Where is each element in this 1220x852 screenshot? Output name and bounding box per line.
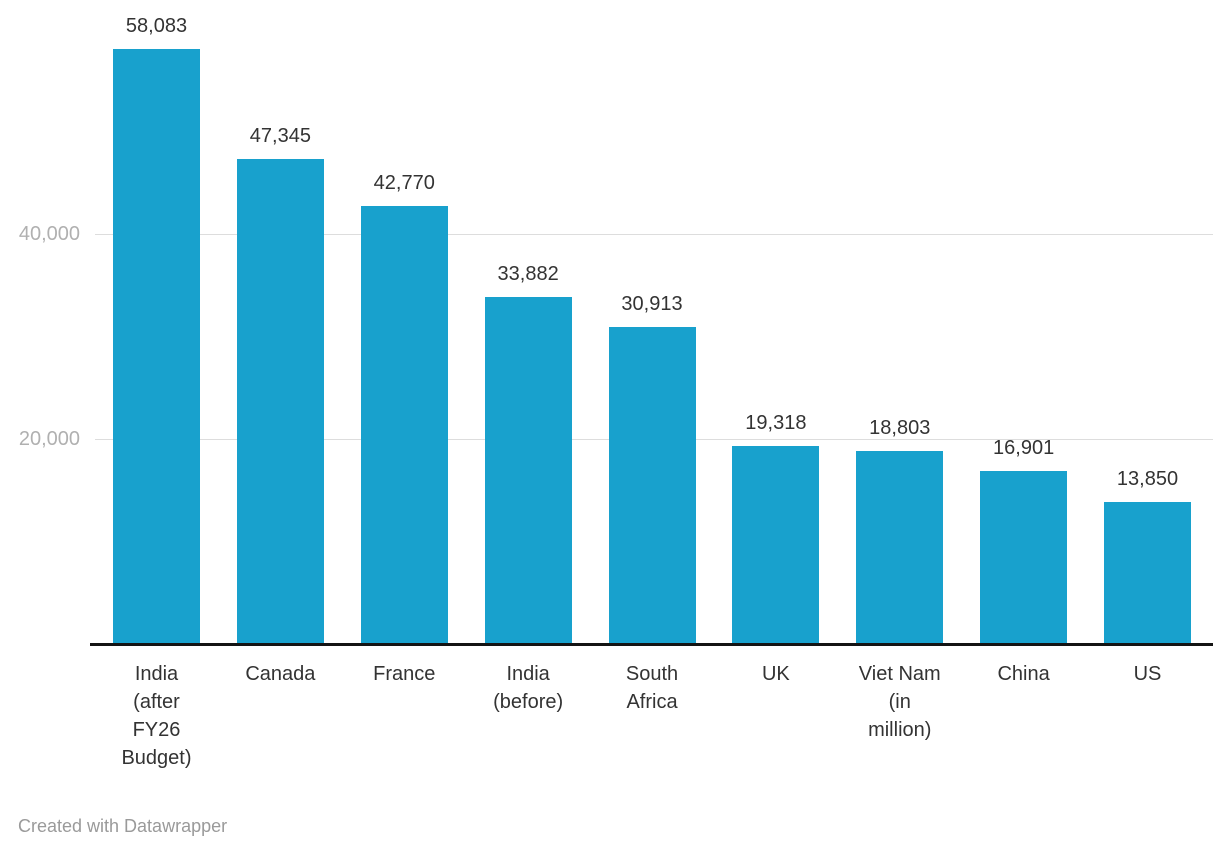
bar: [732, 445, 820, 644]
category-label-line: FY26: [132, 719, 181, 741]
x-axis-category-label: South Africa: [588, 660, 716, 716]
datawrapper-credit-link[interactable]: Created with Datawrapper: [18, 816, 228, 836]
category-label-line: Canada: [245, 663, 316, 685]
category-label-line: India: [134, 663, 179, 685]
bar: [236, 158, 324, 644]
bar-value-label: 16,901: [993, 436, 1055, 459]
bar: [980, 470, 1068, 644]
category-label-line: UK: [761, 663, 790, 685]
category-label-line: Budget): [121, 747, 192, 769]
category-label-line: (after: [133, 691, 180, 713]
x-axis-category-label: India (after FY26 Budget): [93, 660, 221, 772]
category-label-line: France: [373, 663, 436, 685]
x-axis-category-label: France: [340, 660, 468, 688]
bar: [360, 205, 448, 644]
category-label-line: Viet Nam: [858, 663, 941, 685]
bar-value-label: 47,345: [249, 124, 311, 147]
category-label-line: China: [997, 663, 1050, 685]
x-axis-category-label: UK: [712, 660, 840, 688]
y-axis-tick-label: 20,000: [18, 428, 80, 450]
x-axis-category-label: Canada: [216, 660, 344, 688]
category-label-line: South: [625, 663, 679, 685]
bar-value-label: 33,882: [497, 262, 559, 285]
bar-value-label: 13,850: [1116, 468, 1179, 491]
y-axis-tick-label: 40,000: [18, 223, 80, 245]
bar: [484, 296, 572, 644]
x-axis-category-label: India (before): [464, 660, 592, 716]
bar-value-label: 18,803: [869, 417, 931, 440]
x-axis-category-label: China: [960, 660, 1088, 688]
gridline-40000: [95, 234, 1213, 235]
bar-value-label: 19,318: [745, 411, 807, 434]
x-axis-category-label: US: [1084, 660, 1212, 688]
bar: [856, 451, 944, 644]
x-axis-category-label: Viet Nam (in million): [836, 660, 964, 744]
x-axis-baseline: [90, 643, 1213, 646]
bar: [608, 327, 696, 644]
category-label-line: India: [506, 663, 550, 685]
category-label-line: (before): [493, 691, 564, 713]
bar-value-label: 42,770: [373, 171, 435, 194]
bar-value-label: 30,913: [621, 293, 683, 316]
bar-value-label: 58,083: [125, 14, 188, 37]
bar: [113, 48, 200, 644]
category-label-line: US: [1133, 663, 1162, 685]
category-label-line: Africa: [626, 691, 678, 713]
bar: [1104, 502, 1191, 644]
category-label-line: million): [868, 719, 932, 741]
category-label-line: (in: [888, 691, 911, 713]
